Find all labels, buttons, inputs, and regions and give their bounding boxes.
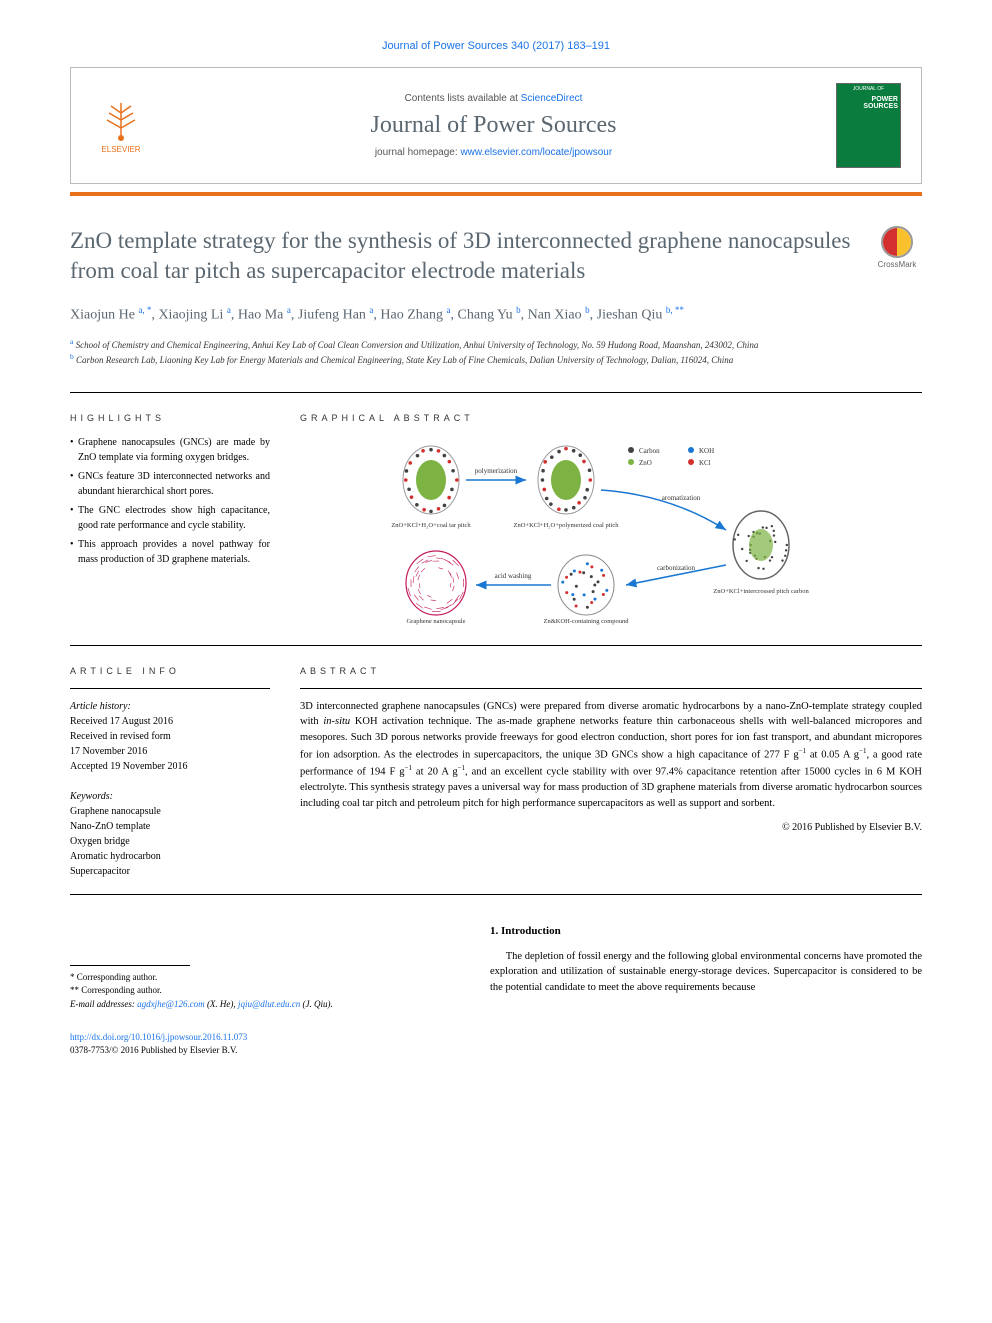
svg-text:ZnO+KCl+intercrossed pitch car: ZnO+KCl+intercrossed pitch carbon [713,588,809,595]
affiliation-line: a School of Chemistry and Chemical Engin… [70,337,922,352]
issn-line: 0378-7753/© 2016 Published by Elsevier B… [70,1044,450,1057]
abstract-text: 3D interconnected graphene nanocapsules … [300,699,922,812]
svg-text:KCl: KCl [699,459,711,467]
history-line: 17 November 2016 [70,744,270,759]
elsevier-logo: ELSEVIER [91,91,151,161]
doi-section: http://dx.doi.org/10.1016/j.jpowsour.201… [70,1031,450,1056]
svg-text:ZnO: ZnO [639,459,652,467]
svg-text:Carbon: Carbon [639,447,660,455]
corresponding-footer: * Corresponding author. ** Corresponding… [70,965,450,1012]
email-name-2: (J. Qiu). [300,999,333,1009]
footnote-divider [70,965,190,966]
journal-header: ELSEVIER Contents lists available at Sci… [70,67,922,184]
homepage-line: journal homepage: www.elsevier.com/locat… [151,147,836,158]
corresponding-2: ** Corresponding author. [70,984,450,998]
keyword: Oxygen bridge [70,834,270,849]
graphical-abstract-label: GRAPHICAL ABSTRACT [300,413,922,423]
article-info: Article history: Received 17 August 2016… [70,699,270,774]
copyright-line: © 2016 Published by Elsevier B.V. [300,822,922,833]
introduction-section: 1. Introduction The depletion of fossil … [490,925,922,996]
svg-text:Zn&KOH-containing compound: Zn&KOH-containing compound [543,618,629,625]
email-line: E-mail addresses: agdxjhe@126.com (X. He… [70,998,450,1012]
svg-text:aromatization: aromatization [662,494,701,502]
highlight-item: Graphene nanocapsules (GNCs) are made by… [70,435,270,465]
journal-cover-thumb: JOURNAL OF POWER SOURCES [836,83,901,168]
divider [300,688,922,689]
introduction-heading: 1. Introduction [490,925,922,937]
svg-text:ZnO+KCl+H₂O+polymerized coal p: ZnO+KCl+H₂O+polymerized coal pitch [514,522,620,529]
doi-link[interactable]: http://dx.doi.org/10.1016/j.jpowsour.201… [70,1032,247,1042]
highlight-item: The GNC electrodes show high capacitance… [70,503,270,533]
divider [70,645,922,646]
highlights-list: Graphene nanocapsules (GNCs) are made by… [70,435,270,567]
history-line: Received in revised form [70,729,270,744]
crossmark-icon [881,226,913,258]
contents-line: Contents lists available at ScienceDirec… [151,93,836,104]
author-list: Xiaojun He a, *, Xiaojing Li a, Hao Ma a… [70,304,922,326]
crossmark-label: CrossMark [878,260,917,269]
keywords-block: Keywords: Graphene nanocapsuleNano-ZnO t… [70,789,270,879]
svg-text:ZnO+KCl+H₂O+coal tar pitch: ZnO+KCl+H₂O+coal tar pitch [391,522,471,529]
contents-prefix: Contents lists available at [405,93,521,104]
article-title: ZnO template strategy for the synthesis … [70,226,852,286]
highlight-item: GNCs feature 3D interconnected networks … [70,469,270,499]
divider [70,894,922,895]
citation-line: Journal of Power Sources 340 (2017) 183–… [70,40,922,52]
email-name-1: (X. He), [205,999,238,1009]
cover-label: POWER SOURCES [837,96,898,110]
history-label: Article history: [70,699,270,714]
email-link-1[interactable]: agdxjhe@126.com [137,999,205,1009]
keyword: Aromatic hydrocarbon [70,849,270,864]
history-line: Accepted 19 November 2016 [70,759,270,774]
keywords-label: Keywords: [70,789,270,804]
publisher-name: ELSEVIER [101,145,140,154]
graphical-abstract: ZnO+KCl+H₂O+coal tar pitch polymerization… [300,435,922,625]
email-link-2[interactable]: jqiu@dlut.edu.cn [238,999,300,1009]
highlight-item: This approach provides a novel pathway f… [70,537,270,567]
homepage-link[interactable]: www.elsevier.com/locate/jpowsour [460,147,612,158]
divider [70,392,922,393]
corresponding-1: * Corresponding author. [70,971,450,985]
divider [70,688,270,689]
svg-text:KOH: KOH [699,447,714,455]
keyword: Nano-ZnO template [70,819,270,834]
homepage-prefix: journal homepage: [375,147,461,158]
cover-top: JOURNAL OF [837,84,900,94]
history-line: Received 17 August 2016 [70,714,270,729]
affiliation-line: b Carbon Research Lab, Liaoning Key Lab … [70,352,922,367]
crossmark-badge[interactable]: CrossMark [872,226,922,269]
svg-text:carbonization: carbonization [657,564,696,572]
svg-text:polymerization: polymerization [475,467,518,475]
affiliations: a School of Chemistry and Chemical Engin… [70,337,922,366]
keyword: Graphene nanocapsule [70,804,270,819]
journal-name: Journal of Power Sources [151,112,836,139]
introduction-text: The depletion of fossil energy and the f… [490,949,922,996]
email-label: E-mail addresses: [70,999,137,1009]
abstract-label: ABSTRACT [300,666,922,676]
accent-bar [70,192,922,196]
keyword: Supercapacitor [70,864,270,879]
svg-text:Graphene nanocapsule: Graphene nanocapsule [406,618,465,625]
svg-text:acid washing: acid washing [495,572,532,580]
sciencedirect-link[interactable]: ScienceDirect [521,93,583,104]
article-info-label: ARTICLE INFO [70,666,270,676]
highlights-label: HIGHLIGHTS [70,413,270,423]
